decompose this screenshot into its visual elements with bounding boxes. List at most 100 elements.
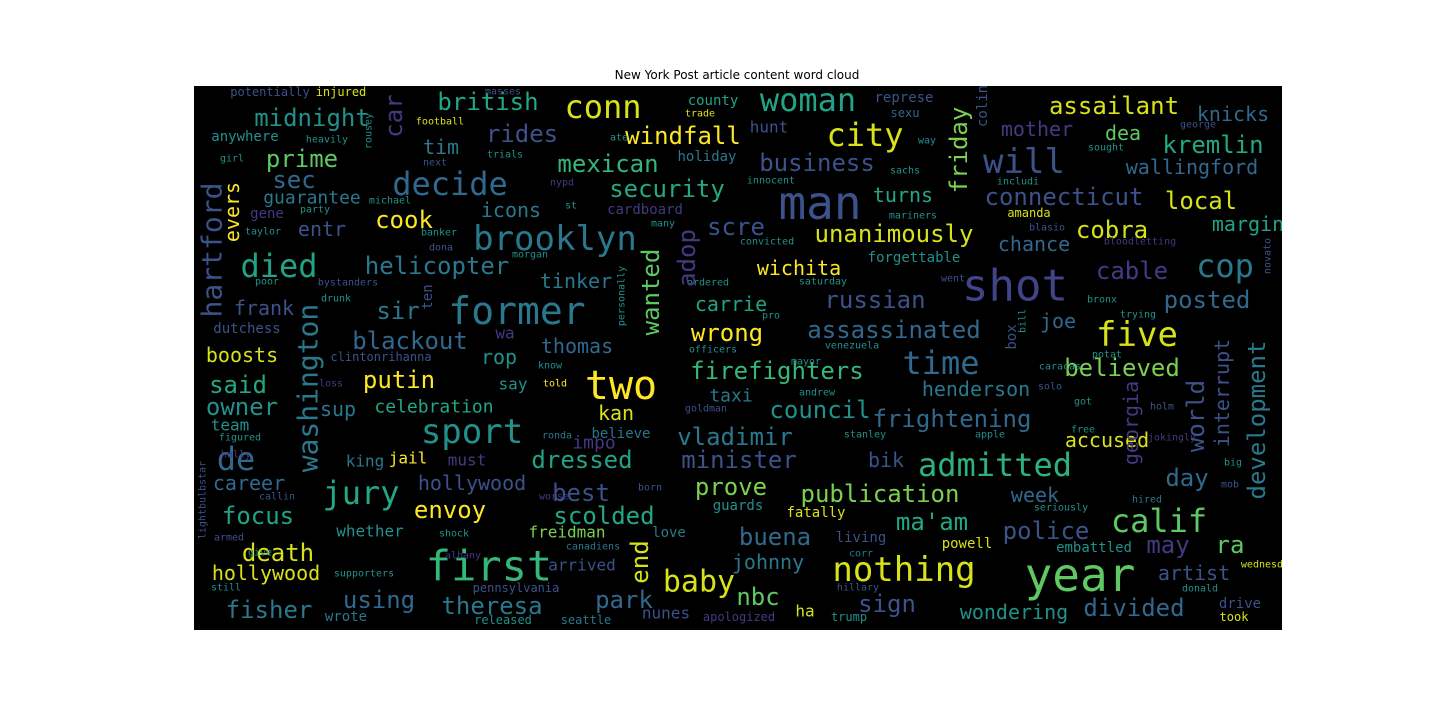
word-turns: turns [873, 183, 933, 207]
word-born: born [638, 483, 662, 494]
word-using: using [343, 586, 415, 614]
word-margin: margin [1212, 212, 1282, 236]
word-county: county [688, 93, 739, 109]
word-love: love [652, 525, 686, 541]
word-nypd: nypd [550, 178, 574, 189]
word-went: went [941, 274, 965, 285]
word-living: living [836, 530, 887, 546]
word-seattle: seattle [561, 613, 612, 627]
word-tim: tim [423, 135, 459, 159]
word-helicopter: helicopter [365, 252, 510, 280]
word-got: got [1074, 397, 1092, 408]
word-morgan: morgan [512, 250, 548, 261]
word-taxi: taxi [709, 386, 752, 407]
word-trying: trying [1120, 310, 1156, 321]
word-box: box [1004, 324, 1020, 349]
word-bronx: bronx [1087, 295, 1117, 306]
word-guarantee: guarantee [263, 188, 361, 209]
word-hollywood: hollywood [418, 471, 526, 495]
word-ten: ten [420, 284, 436, 309]
word-two: two [585, 363, 657, 409]
word-washington: washington [292, 304, 325, 473]
word-wichita: wichita [757, 256, 841, 280]
word-forgettable: forgettable [868, 250, 961, 266]
word-girl: girl [220, 154, 244, 165]
word-mayor: mayor [791, 357, 821, 368]
word-entr: entr [298, 217, 346, 241]
word-mexican: mexican [557, 150, 658, 178]
word-impo: impo [572, 433, 615, 454]
word-baby: baby [663, 565, 735, 600]
word-jury: jury [322, 474, 399, 512]
word-told: told [543, 379, 567, 390]
word-nunes: nunes [642, 604, 690, 623]
word-envoy: envoy [414, 496, 486, 524]
word-thomas: thomas [541, 334, 613, 358]
word-car: car [380, 94, 408, 137]
word-masses: masses [485, 87, 521, 98]
word-bystanders: bystanders [318, 278, 378, 289]
word-assailant: assailant [1049, 92, 1179, 120]
word-shock: shock [439, 529, 469, 540]
word-end: end [626, 540, 654, 583]
word-trials: trials [487, 150, 523, 161]
word-football: football [416, 117, 464, 128]
word-embattled: embattled [1056, 540, 1132, 556]
word-hollywood: hollywood [212, 561, 320, 585]
word-supporters: supporters [334, 569, 394, 580]
word-innocent: innocent [747, 176, 795, 187]
word-taylor: taylor [245, 227, 281, 238]
word-jokingly: jokingly [1148, 433, 1196, 444]
word-may: may [1146, 531, 1189, 559]
word-midnight: midnight [254, 104, 370, 132]
word-solo: solo [1038, 382, 1062, 393]
word-mariners: mariners [889, 211, 937, 222]
word-connecticut: connecticut [985, 183, 1144, 211]
word-died: died [240, 247, 317, 285]
word-wrong: wrong [691, 319, 763, 347]
word-boosts: boosts [206, 343, 278, 367]
word-personally: personally [617, 266, 628, 326]
word-andrew: andrew [799, 388, 836, 399]
word-ha: ha [795, 602, 814, 621]
word-cook: cook [375, 206, 433, 234]
word-cardboard: cardboard [607, 202, 683, 218]
word-powell: powell [942, 536, 993, 552]
word-ate: ate [610, 133, 628, 144]
word-trump: trump [831, 610, 867, 624]
word-believed: believed [1064, 354, 1180, 382]
word-saturday: saturday [799, 277, 847, 288]
word-party: party [300, 205, 330, 216]
word-friday: friday [945, 107, 973, 194]
word-pennsylvania: pennsylvania [473, 581, 560, 595]
word-ronda: ronda [542, 431, 572, 442]
word-shot: shot [962, 261, 1068, 312]
word-amanda: amanda [1007, 206, 1050, 220]
word-blasio: blasio [1029, 223, 1065, 234]
word-minister: minister [681, 446, 797, 474]
word-woman: woman [760, 86, 856, 119]
word-decide: decide [392, 165, 508, 203]
word-anywhere: anywhere [211, 129, 278, 145]
word-russian: russian [824, 286, 925, 314]
word-calif: calif [1111, 502, 1207, 540]
word-colin: colin [975, 86, 991, 127]
word-wallingford: wallingford [1126, 155, 1258, 179]
word-arrived: arrived [548, 556, 615, 575]
word-bik: bik [868, 448, 904, 472]
word-five: five [1096, 315, 1178, 355]
word-sport: sport [421, 412, 523, 452]
word-give: give [248, 548, 272, 559]
word-represe: represe [874, 90, 933, 106]
word-wrote: wrote [325, 609, 367, 625]
word-wondering: wondering [960, 600, 1068, 624]
word-heavily: heavily [306, 135, 348, 146]
word-potat: potat [1092, 350, 1122, 361]
word-officers: officers [689, 345, 737, 356]
word-drunk: drunk [321, 294, 351, 305]
word-team: team [211, 416, 250, 435]
word-world: world [1182, 380, 1210, 452]
word-drive: drive [1219, 596, 1261, 612]
word-wanted: wanted [637, 249, 665, 336]
